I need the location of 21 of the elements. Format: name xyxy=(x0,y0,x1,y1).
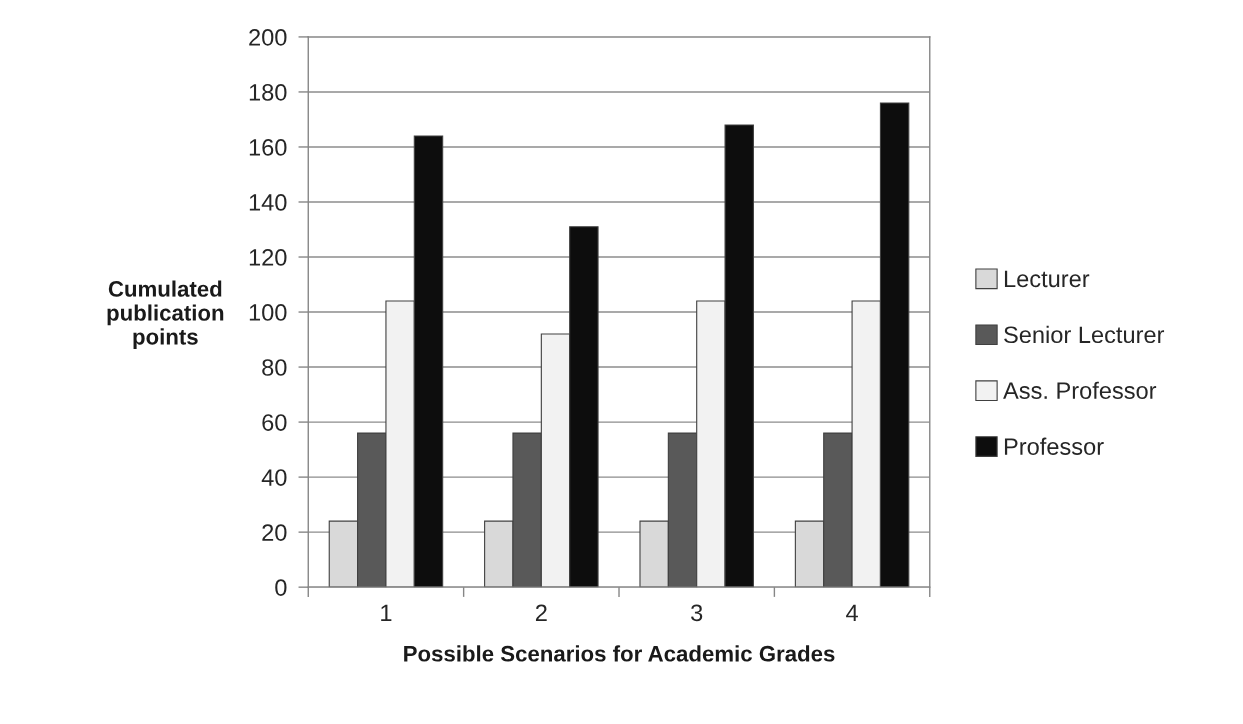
x-tick-label: 4 xyxy=(846,604,858,621)
legend-label: Lecturer xyxy=(1004,270,1090,288)
y-tick-label: 120 xyxy=(249,249,287,266)
y-tick-label: 140 xyxy=(249,194,287,211)
y-tick-label: 180 xyxy=(249,84,287,101)
legend-label: Professor xyxy=(1004,437,1104,455)
y-axis-title: Cumulated publication points xyxy=(107,280,224,350)
y-tick-label: 0 xyxy=(275,579,287,596)
x-tick-label: 2 xyxy=(535,604,547,621)
x-axis-title: Possible Scenarios for Academic Grades xyxy=(404,645,835,662)
legend-label: Senior Lecturer xyxy=(1004,325,1165,344)
x-tick-label: 3 xyxy=(691,604,703,622)
y-tick-label: 100 xyxy=(249,304,287,321)
y-tick-label: 160 xyxy=(249,139,287,156)
x-tick-label: 1 xyxy=(381,604,392,621)
y-tick-label: 80 xyxy=(262,359,287,376)
y-tick-label: 40 xyxy=(261,469,287,486)
y-tick-label: 60 xyxy=(262,414,287,431)
y-tick-label: 20 xyxy=(262,524,287,541)
legend-label: Ass. Professor xyxy=(1003,381,1157,400)
y-tick-label: 200 xyxy=(249,28,287,46)
